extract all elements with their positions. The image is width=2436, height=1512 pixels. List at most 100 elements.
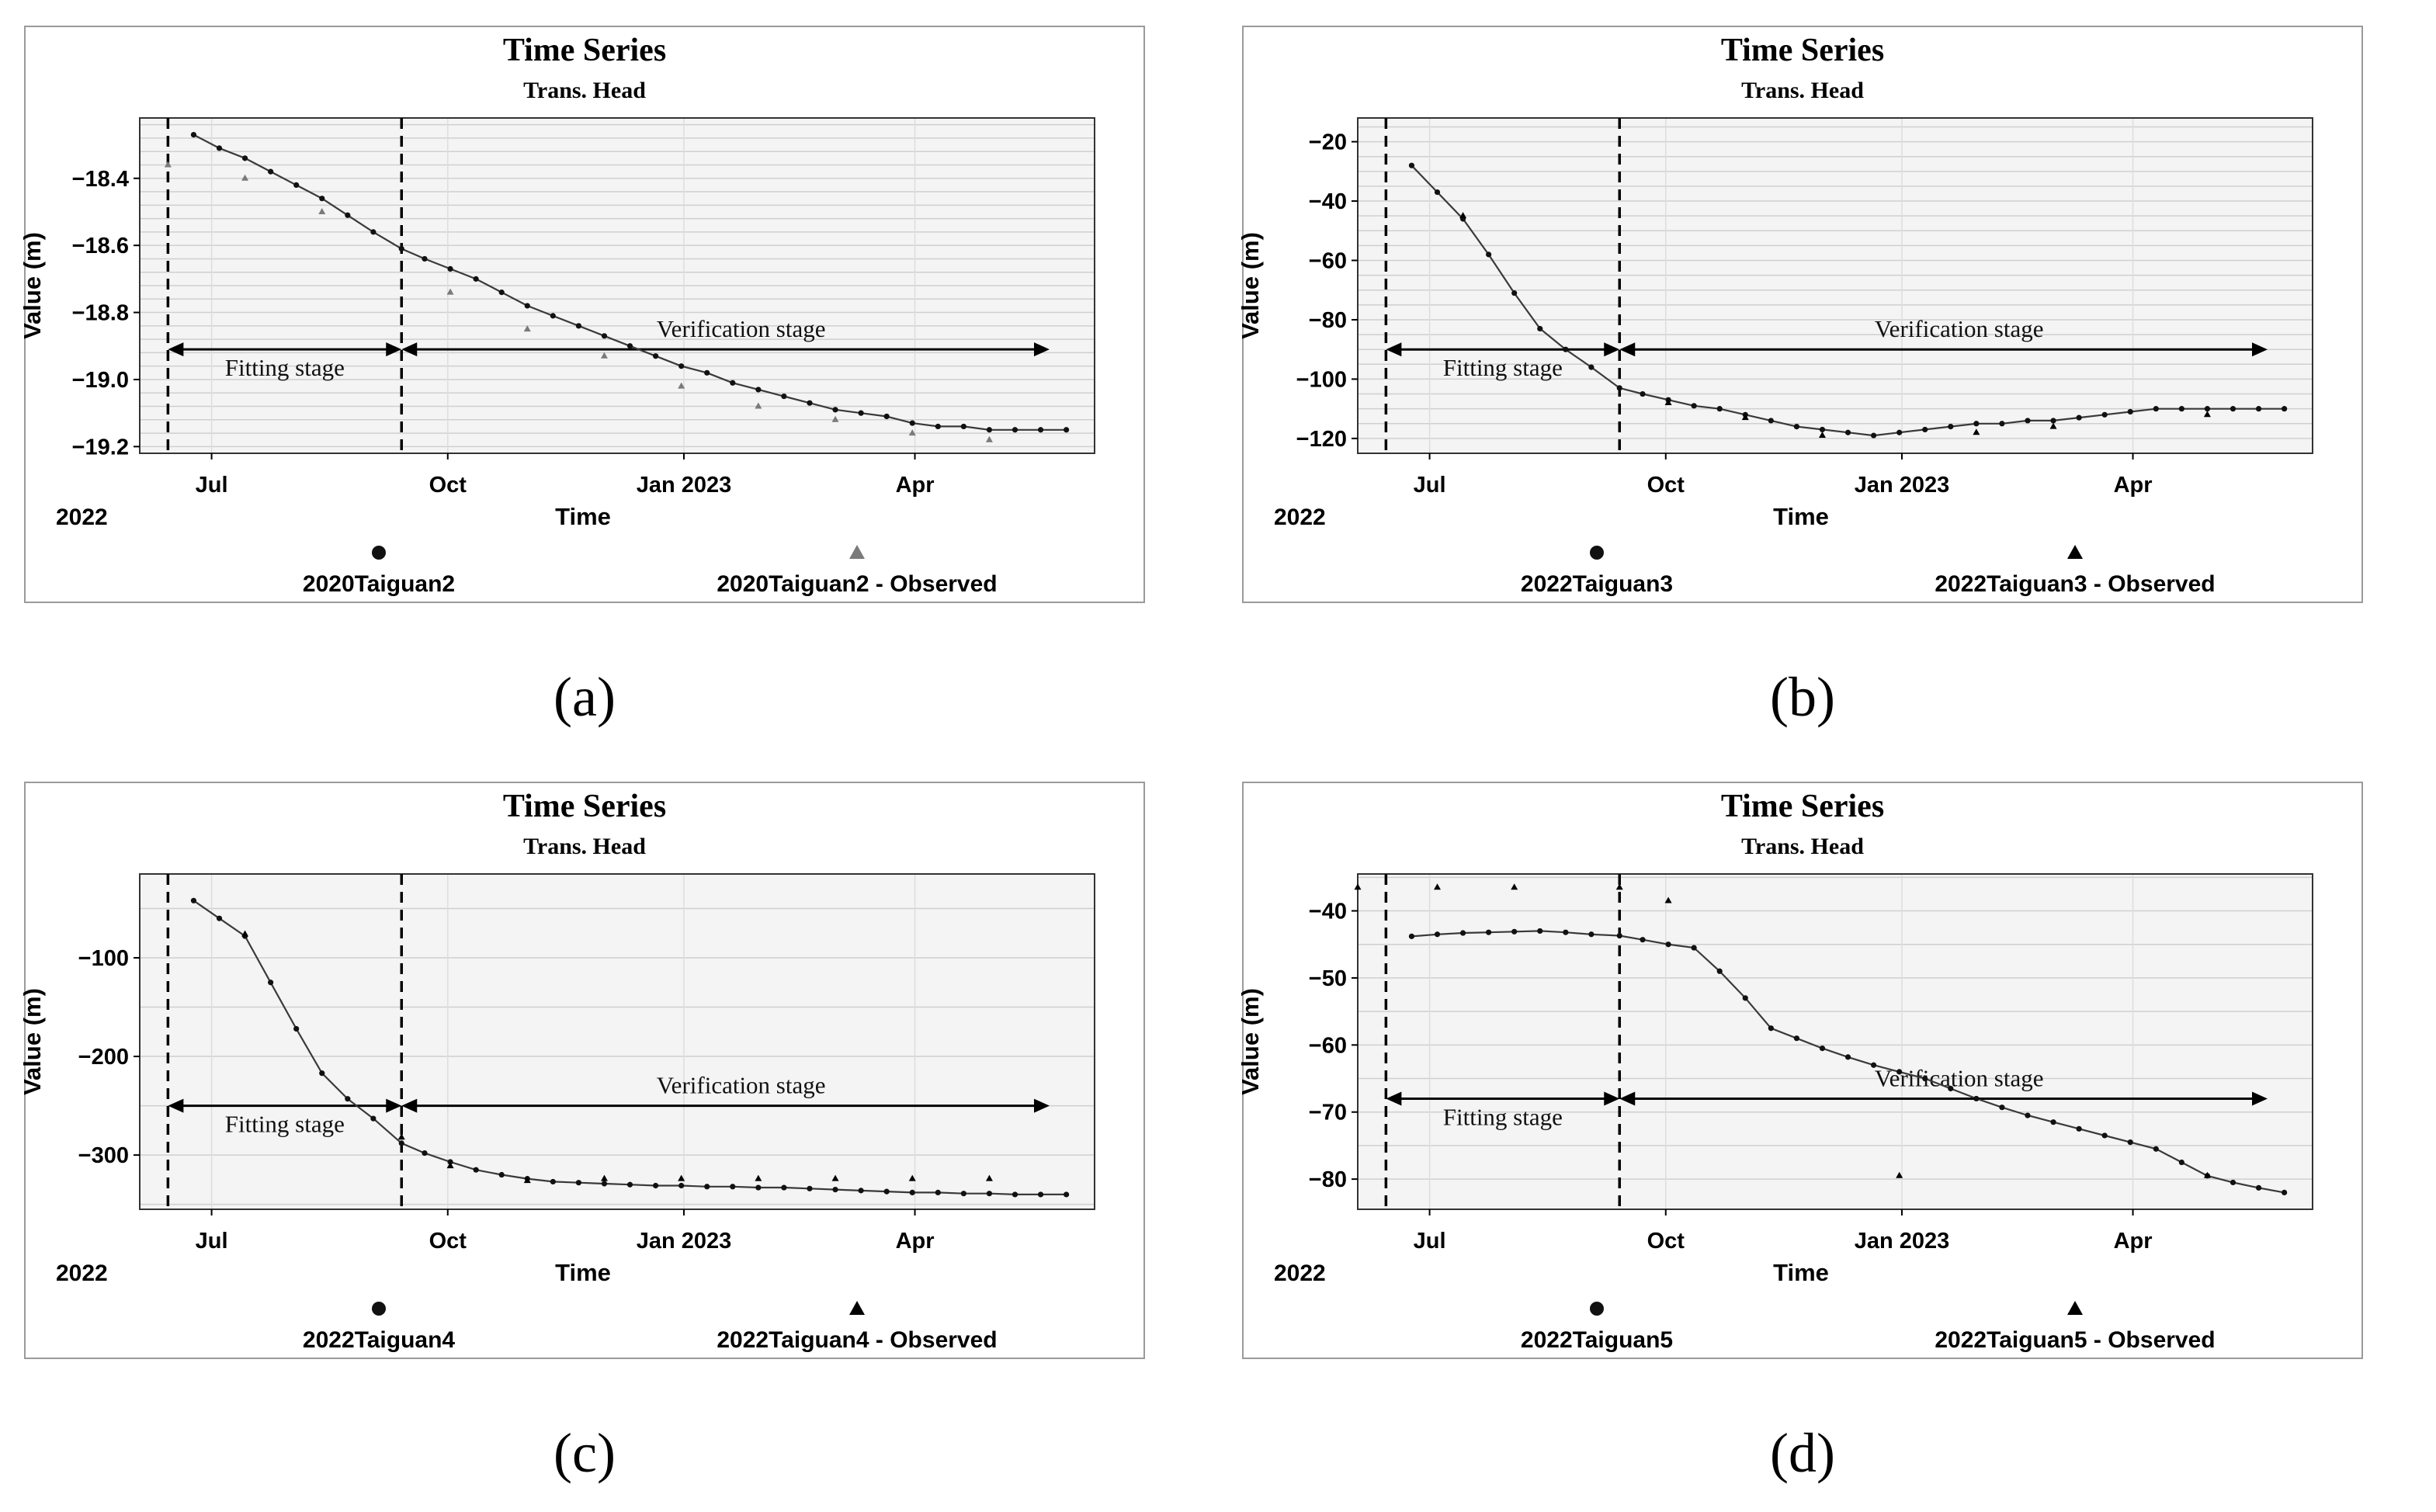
simulated-point xyxy=(832,1186,838,1193)
simulated-point xyxy=(1716,968,1723,974)
simulated-point xyxy=(2282,1189,2288,1195)
simulated-point xyxy=(1768,418,1774,424)
simulated-point xyxy=(601,333,608,339)
x-axis-year: 2022 xyxy=(1274,1261,1326,1286)
observed-point xyxy=(318,207,326,214)
y-axis-label: Value (m) xyxy=(1237,232,1264,339)
simulated-point xyxy=(2204,406,2211,412)
simulated-point xyxy=(2230,1179,2236,1186)
panel-d: Time Series Trans. Head −40 −50 −60 −70 −80 Val… xyxy=(1218,756,2436,1512)
simulated-point xyxy=(1588,931,1595,938)
verification-stage-arrow-head-right xyxy=(2252,1091,2268,1106)
fitting-stage-arrow-head-right xyxy=(386,1098,402,1113)
simulated-point xyxy=(1716,406,1723,412)
simulated-point xyxy=(909,420,915,426)
observed-point xyxy=(755,402,762,409)
x-tick-label: Oct xyxy=(429,1229,467,1254)
simulated-point xyxy=(575,1180,582,1186)
observed-point xyxy=(446,1162,454,1169)
y-tick-label: −19.2 xyxy=(72,435,129,459)
x-tick-label: Oct xyxy=(429,473,467,498)
simulated-point xyxy=(447,1159,453,1165)
observed-point xyxy=(1354,883,1362,890)
simulated-point xyxy=(498,1171,505,1178)
verification-stage-arrow-head-left xyxy=(401,1098,418,1113)
simulated-point xyxy=(1999,421,2005,427)
observed-point xyxy=(2203,411,2211,418)
chart-subtitle: Trans. Head xyxy=(523,834,646,859)
observed-point xyxy=(2049,422,2057,429)
y-tick-label: −120 xyxy=(1296,427,1347,452)
simulated-point xyxy=(1691,945,1697,951)
observed-point xyxy=(678,382,685,389)
legend-observed-marker xyxy=(2067,1301,2083,1315)
simulated-point xyxy=(909,1189,915,1195)
simulated-point xyxy=(1511,928,1518,935)
plot-area xyxy=(1358,118,2313,453)
simulated-point xyxy=(216,915,223,921)
observed-point xyxy=(985,1174,993,1181)
plot-border xyxy=(139,117,1095,454)
legend-observed-label: 2020Taiguan2 - Observed xyxy=(717,571,997,597)
simulated-point xyxy=(626,1181,633,1188)
y-tick-label: −100 xyxy=(1296,367,1347,392)
simulated-point xyxy=(1896,429,1903,435)
simulated-point xyxy=(1640,937,1646,943)
chart-subtitle: Trans. Head xyxy=(523,78,646,103)
verification-stage-arrow-head-left xyxy=(1619,1091,1636,1106)
simulated-point xyxy=(370,229,377,235)
simulated-point xyxy=(1434,189,1441,196)
simulated-point xyxy=(2178,406,2184,412)
simulated-point xyxy=(2101,411,2108,418)
panel-label: (d) xyxy=(1770,1422,1835,1484)
observed-point xyxy=(755,1174,762,1181)
simulated-point xyxy=(960,423,966,430)
y-tick-label: −18.4 xyxy=(72,167,129,192)
x-tick-label: Jul xyxy=(1414,473,1446,498)
simulated-point xyxy=(2025,1112,2031,1118)
x-axis-label: Time xyxy=(555,1259,611,1286)
fitting-stage-arrow-head-right xyxy=(1604,1091,1620,1106)
x-axis-year: 2022 xyxy=(56,505,108,530)
observed-point xyxy=(1741,414,1749,421)
simulated-point xyxy=(190,132,197,138)
simulated-point xyxy=(2255,1184,2262,1191)
simulated-point xyxy=(755,387,762,393)
y-tick-label: −40 xyxy=(1309,900,1347,924)
simulated-point xyxy=(370,1115,377,1122)
fitting-stage-label: Fitting stage xyxy=(225,1111,345,1138)
legend-simulated-marker xyxy=(372,546,386,560)
fitting-stage-arrow-head-left xyxy=(168,342,184,357)
simulated-point xyxy=(319,196,325,202)
simulated-point xyxy=(1844,1054,1851,1060)
verification-stage-label: Verification stage xyxy=(657,315,826,342)
observed-point xyxy=(446,288,454,295)
simulated-point xyxy=(2178,1159,2184,1166)
legend-simulated-label: 2022Taiguan5 xyxy=(1521,1327,1673,1353)
legend-observed-marker xyxy=(849,1301,865,1315)
time-series-chart-c: Time Series Trans. Head −100 −200 −300 Value … xyxy=(19,782,1145,1484)
simulated-point xyxy=(883,1188,890,1195)
y-tick-label: −80 xyxy=(1309,308,1347,333)
y-tick-label: −20 xyxy=(1309,130,1347,155)
verification-stage-arrow-head-right xyxy=(1034,1098,1050,1113)
observed-point xyxy=(678,1174,685,1181)
simulated-point xyxy=(858,410,864,416)
observed-point xyxy=(600,352,608,359)
simulated-point xyxy=(1563,929,1569,935)
simulated-point xyxy=(755,1184,762,1191)
observed-point xyxy=(1615,883,1623,890)
simulated-point xyxy=(1922,426,1928,433)
verification-stage-arrow-head-right xyxy=(1034,342,1050,357)
observed-point xyxy=(241,174,249,181)
fitting-stage-arrow-head-left xyxy=(1386,1091,1402,1106)
simulated-point xyxy=(1870,1062,1877,1068)
observed-point xyxy=(600,1174,608,1181)
simulated-point xyxy=(268,168,274,175)
legend-observed-marker xyxy=(2067,545,2083,559)
simulated-point xyxy=(2153,1146,2159,1152)
simulated-point xyxy=(1012,1191,1018,1198)
observed-point xyxy=(1973,428,1980,435)
simulated-point xyxy=(345,212,351,218)
observed-point xyxy=(831,1174,839,1181)
